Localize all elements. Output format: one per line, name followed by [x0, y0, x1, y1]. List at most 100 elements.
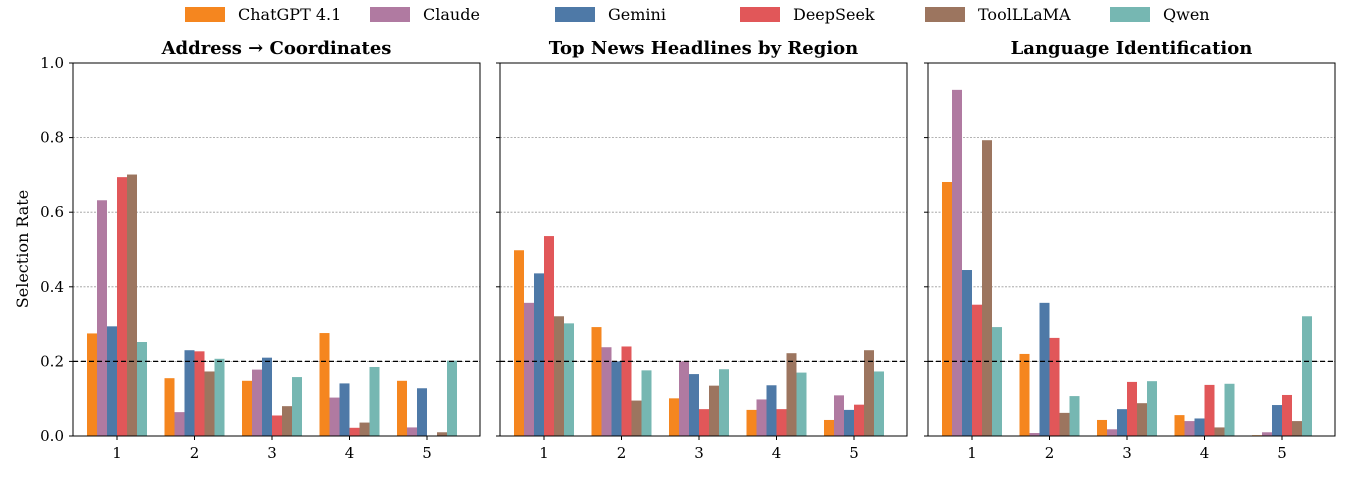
- bar-deepseek-3: [699, 409, 709, 436]
- bar-gemini-3: [1117, 409, 1127, 436]
- bar-gemini-5: [844, 409, 854, 436]
- bar-deepseek-1: [544, 236, 554, 436]
- bar-toolllama-2: [631, 400, 642, 436]
- bar-claude-2: [1029, 433, 1040, 436]
- bar-chatgpt-4-1-2: [1019, 353, 1030, 436]
- bar-chatgpt-4-1-4: [319, 333, 330, 436]
- bar-qwen-4: [369, 366, 380, 436]
- panel-frame: [499, 62, 908, 437]
- y-tick-label: 1.0: [40, 54, 64, 72]
- bar-chatgpt-4-1-3: [1097, 419, 1107, 436]
- x-tick-label: 1: [539, 444, 549, 462]
- panel-3: Language Identification 1 2 3 4 5: [924, 38, 1336, 462]
- y-tick-label: 0.2: [40, 352, 64, 370]
- bar-toolllama-2: [1059, 412, 1070, 436]
- bar-deepseek-5: [854, 404, 864, 436]
- legend-swatch: [370, 7, 410, 22]
- bar-qwen-4: [1224, 383, 1235, 436]
- bar-qwen-5: [874, 371, 884, 436]
- bar-deepseek-1: [972, 304, 982, 436]
- panel-frame: [927, 62, 1336, 437]
- bar-qwen-1: [564, 323, 574, 436]
- bar-gemini-3: [689, 374, 699, 436]
- bar-deepseek-1: [117, 177, 127, 436]
- x-tick-label: 3: [267, 444, 277, 462]
- bar-qwen-4: [796, 372, 807, 436]
- x-tick-label: 1: [112, 444, 122, 462]
- chart-panels: Address → Coordinates 1 2 3 4 5 0.0 0.2 0.4 0.6 0.…: [40, 38, 1336, 462]
- x-tick-label: 5: [849, 444, 859, 462]
- bar-qwen-5: [447, 360, 457, 436]
- legend-label: Qwen: [1163, 5, 1210, 24]
- bar-qwen-3: [1147, 381, 1157, 436]
- x-tick-label: 5: [1277, 444, 1287, 462]
- panel-title: Address → Coordinates: [161, 38, 392, 59]
- bar-toolllama-3: [282, 406, 292, 436]
- bar-deepseek-2: [1049, 337, 1060, 436]
- panel-title: Language Identification: [1011, 38, 1253, 59]
- bar-qwen-5: [1302, 316, 1312, 436]
- panel-2: Top News Headlines by Region 1 2 3 4 5: [496, 38, 908, 462]
- x-tick-label: 4: [345, 444, 355, 462]
- legend-swatch: [925, 7, 965, 22]
- bar-deepseek-4: [349, 427, 360, 436]
- bar-gemini-4: [339, 383, 350, 436]
- bar-chatgpt-4-1-4: [1174, 415, 1185, 436]
- bar-gemini-1: [962, 270, 972, 436]
- x-tick-label: 2: [190, 444, 200, 462]
- bar-chatgpt-4-1-1: [942, 181, 952, 436]
- bar-chatgpt-4-1-4: [746, 409, 757, 436]
- panel-title: Top News Headlines by Region: [549, 38, 859, 59]
- x-tick-label: 1: [967, 444, 977, 462]
- bar-chatgpt-4-1-5: [397, 380, 407, 436]
- legend-label: ChatGPT 4.1: [238, 5, 341, 24]
- legend-swatch: [740, 7, 780, 22]
- bar-claude-3: [679, 361, 689, 436]
- x-tick-label: 2: [1045, 444, 1055, 462]
- bar-qwen-2: [214, 358, 225, 436]
- bar-claude-4: [1184, 421, 1195, 436]
- legend-swatch: [1110, 7, 1150, 22]
- legend-swatch: [185, 7, 225, 22]
- legend-label: DeepSeek: [793, 5, 875, 24]
- bar-deepseek-2: [621, 346, 632, 436]
- bar-gemini-1: [534, 273, 544, 436]
- bar-deepseek-4: [1204, 384, 1215, 436]
- bar-toolllama-4: [1214, 427, 1225, 436]
- bar-claude-5: [834, 395, 844, 436]
- bar-qwen-2: [641, 370, 652, 436]
- x-tick-label: 4: [772, 444, 782, 462]
- bar-chatgpt-4-1-5: [824, 419, 834, 436]
- y-tick-label: 0.4: [40, 278, 64, 296]
- bar-toolllama-1: [554, 316, 564, 436]
- y-tick-label: 0.8: [40, 129, 64, 147]
- bar-claude-4: [756, 399, 767, 436]
- bar-claude-5: [407, 427, 417, 436]
- bar-chatgpt-4-1-3: [669, 398, 679, 436]
- y-tick-label: 0.0: [40, 427, 64, 445]
- chart-legend: ChatGPT 4.1 Claude Gemini DeepSeek ToolLLaMA…: [185, 5, 1210, 24]
- bar-gemini-4: [766, 385, 777, 436]
- bar-deepseek-2: [194, 351, 205, 436]
- bar-gemini-2: [1039, 302, 1050, 436]
- bar-gemini-5: [417, 388, 427, 436]
- bar-toolllama-3: [1137, 403, 1147, 436]
- bar-claude-1: [97, 200, 107, 436]
- bar-toolllama-1: [982, 140, 992, 436]
- bar-toolllama-5: [437, 432, 447, 436]
- bar-chatgpt-4-1-2: [591, 327, 602, 436]
- bar-claude-1: [524, 302, 534, 436]
- bar-toolllama-4: [786, 353, 797, 436]
- legend-label: Claude: [423, 5, 480, 24]
- bar-toolllama-5: [864, 350, 874, 436]
- bar-toolllama-1: [127, 174, 137, 437]
- bar-gemini-2: [611, 361, 622, 436]
- bar-toolllama-2: [204, 371, 215, 436]
- bar-deepseek-3: [1127, 381, 1137, 436]
- x-tick-label: 2: [617, 444, 627, 462]
- bar-qwen-1: [992, 327, 1002, 436]
- bar-toolllama-4: [359, 422, 370, 436]
- y-tick-label: 0.6: [40, 203, 64, 221]
- x-tick-label: 3: [694, 444, 704, 462]
